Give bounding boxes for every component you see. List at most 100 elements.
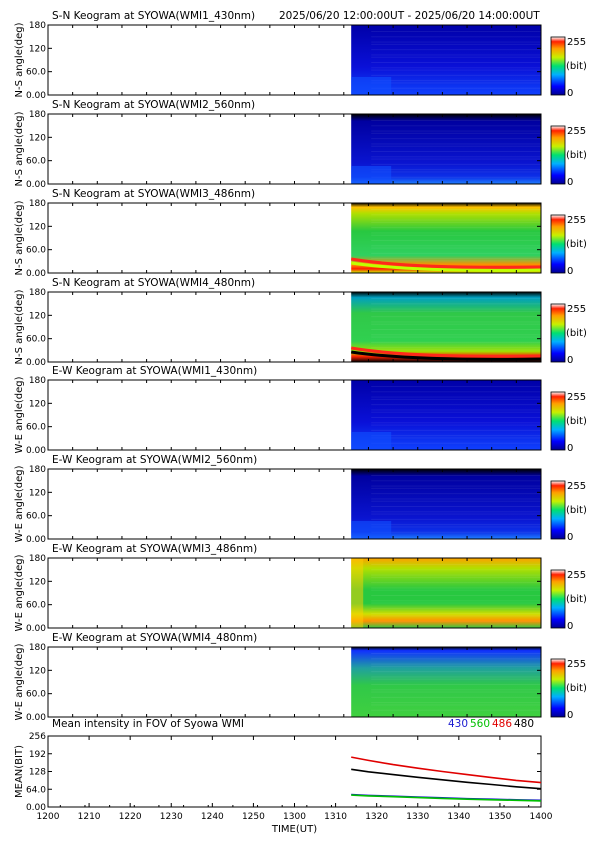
line-chart-frame — [47, 735, 542, 808]
colorbar-unit-label: (bit) — [566, 150, 587, 161]
keogram-streak — [371, 334, 541, 336]
legend-entry-430: 430 — [448, 718, 468, 730]
keogram-streak — [371, 615, 541, 617]
panel-title: E-W Keogram at SYOWA(WMI2_560nm) — [52, 454, 257, 466]
keogram-panel-6: E-W Keogram at SYOWA(WMI2_560nm) 180 120 60… — [14, 454, 587, 545]
panel-title: E-W Keogram at SYOWA(WMI4_480nm) — [52, 632, 257, 644]
colorbar-unit-label: (bit) — [566, 683, 587, 694]
keogram-streak — [371, 258, 541, 260]
keogram-streak — [371, 613, 541, 615]
keogram-streak — [371, 221, 541, 223]
keogram-panel-1: S-N Keogram at SYOWA(WMI1_430nm) 180 120 60… — [14, 10, 587, 101]
keogram-streak — [371, 310, 541, 312]
y-tick-label: 60.0 — [26, 246, 46, 256]
y-tick-label: 0.00 — [26, 91, 46, 101]
keogram-panel-7: E-W Keogram at SYOWA(WMI3_486nm) 180 120 60… — [14, 543, 587, 634]
x-tick-label: 1210 — [78, 812, 101, 822]
colorbar-min-label: 0 — [567, 710, 573, 721]
x-tick-label: 1250 — [242, 812, 265, 822]
keogram-streak — [371, 80, 541, 82]
keogram-streak — [371, 82, 541, 84]
y-tick-label: 0.00 — [26, 269, 46, 279]
y-axis-title: W-E angle(deg) — [14, 643, 25, 720]
keogram-streak — [371, 125, 541, 127]
x-tick-label: 1220 — [119, 812, 142, 822]
y-tick-label: 180 — [29, 288, 46, 298]
keogram-streak — [371, 620, 541, 622]
keogram-image — [351, 647, 541, 717]
colorbar-unit-label: (bit) — [566, 505, 587, 516]
colorbar-unit-label: (bit) — [566, 594, 587, 605]
y-axis-title: N-S angle(deg) — [14, 289, 25, 364]
colorbar — [550, 36, 566, 96]
colorbar-min-label: 0 — [567, 177, 573, 188]
line-y-axis-title: MEAN(BIT) — [14, 745, 25, 798]
keogram-image — [351, 558, 541, 628]
y-tick-label: 192 — [29, 750, 46, 760]
keogram-streak — [371, 69, 541, 71]
x-tick-label: 1400 — [530, 812, 553, 822]
x-tick-label: 1320 — [365, 812, 388, 822]
keogram-streak — [371, 341, 541, 343]
keogram-streak — [371, 480, 541, 482]
keogram-streak — [371, 422, 541, 424]
keogram-streak — [371, 386, 541, 387]
keogram-streak — [371, 209, 541, 210]
keogram-streak — [371, 574, 541, 576]
y-tick-label: 120 — [29, 311, 46, 321]
keogram-image — [351, 203, 541, 273]
colorbar — [550, 480, 566, 540]
keogram-streak — [371, 600, 541, 602]
x-tick-label: 1230 — [160, 812, 183, 822]
auroral-band-curve — [350, 257, 542, 269]
keogram-streak — [371, 435, 541, 437]
keogram-streak — [371, 316, 541, 318]
colorbar-max-label: 255 — [567, 215, 586, 226]
panel-title: S-N Keogram at SYOWA(WMI3_486nm) — [52, 188, 255, 200]
keogram-streak — [371, 665, 541, 667]
keogram-streak — [371, 704, 541, 706]
keogram-streak — [371, 576, 541, 578]
colorbar — [550, 303, 566, 363]
keogram-streak — [371, 709, 541, 711]
line-x-axis-title: TIME(UT) — [271, 824, 317, 835]
keogram-streak — [371, 511, 541, 513]
y-tick-label: 60.0 — [26, 601, 46, 611]
series-line-486 — [351, 756, 542, 784]
keogram-streak — [371, 151, 541, 152]
y-tick-label: 180 — [29, 554, 46, 564]
x-tick-label: 1300 — [283, 812, 306, 822]
keogram-streak — [371, 169, 541, 171]
keogram-streak — [371, 506, 541, 507]
keogram-streak — [371, 260, 541, 262]
colorbar-min-label: 0 — [567, 443, 573, 454]
colorbar — [550, 391, 566, 451]
keogram-streak — [371, 607, 541, 609]
colorbar-max-label: 255 — [567, 481, 586, 492]
keogram-streak — [371, 404, 541, 406]
keogram-streak — [371, 663, 541, 665]
auroral-band-edge — [350, 350, 542, 361]
keogram-streak — [371, 689, 541, 691]
colorbar — [550, 125, 566, 185]
mean-intensity-panel: Mean intensity in FOV of Syowa WMI 430 560… — [14, 718, 553, 835]
x-tick-label: 1310 — [324, 812, 347, 822]
y-tick-label: 0.00 — [26, 713, 46, 723]
keogram-edge-glow — [351, 558, 364, 628]
keogram-streak — [371, 158, 541, 160]
keogram-streak — [371, 485, 541, 487]
keogram-streak — [371, 678, 541, 680]
keogram-streak — [371, 676, 541, 678]
y-tick-label: 120 — [29, 488, 46, 498]
y-tick-label: 60.0 — [26, 335, 46, 345]
y-tick-label: 180 — [29, 21, 46, 31]
keogram-edge-glow — [351, 166, 392, 184]
keogram-streak — [371, 411, 541, 413]
colorbar-max-label: 255 — [567, 659, 586, 670]
keogram-streak — [371, 156, 541, 158]
keogram-streak — [371, 62, 541, 63]
colorbar-unit-label: (bit) — [566, 328, 587, 339]
keogram-streak — [371, 500, 541, 502]
keogram-streak — [371, 696, 541, 698]
keogram-panel-8: E-W Keogram at SYOWA(WMI4_480nm) 180 120 60… — [14, 632, 587, 723]
